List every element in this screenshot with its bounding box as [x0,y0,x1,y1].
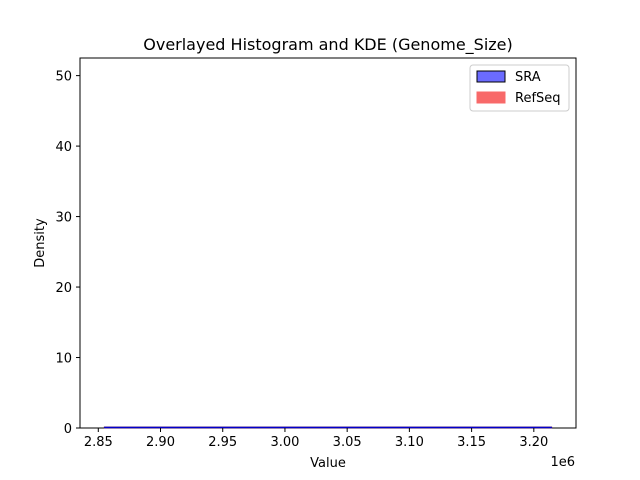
chart-title: Overlayed Histogram and KDE (Genome_Size… [143,35,513,55]
x-axis-label: Value [310,456,346,471]
plot-area: 2.85 2.90 2.95 3.00 3.05 3.10 3.15 3.20 0 10 20 30… [55,57,577,450]
x-tick-label: 3.15 [457,435,486,450]
y-axis: 0 10 20 30 40 50 [55,70,80,437]
x-axis: 2.85 2.90 2.95 3.00 3.05 3.10 3.15 3.20 [84,428,548,450]
x-axis-offset-label: 1e6 [550,455,575,470]
y-tick-label: 20 [55,281,72,296]
y-tick-label: 0 [64,422,72,437]
x-tick-label: 3.00 [270,435,299,450]
x-tick-label: 2.95 [208,435,237,450]
y-tick-label: 50 [55,70,72,85]
x-tick-label: 3.10 [395,435,424,450]
series-layer [103,426,553,429]
legend-label-refseq: RefSeq [515,91,561,106]
x-tick-label: 3.20 [519,435,548,450]
y-tick-label: 10 [55,352,72,367]
legend-label-sra: SRA [515,70,541,85]
legend-swatch-sra [476,70,506,83]
y-axis-label: Density [33,218,48,268]
y-tick-label: 30 [55,211,72,226]
x-tick-label: 2.85 [84,435,113,450]
y-tick-label: 40 [55,140,72,155]
legend: SRA RefSeq [469,64,570,112]
legend-swatch-refseq [476,91,506,104]
x-tick-label: 3.05 [333,435,362,450]
x-tick-label: 2.90 [146,435,175,450]
